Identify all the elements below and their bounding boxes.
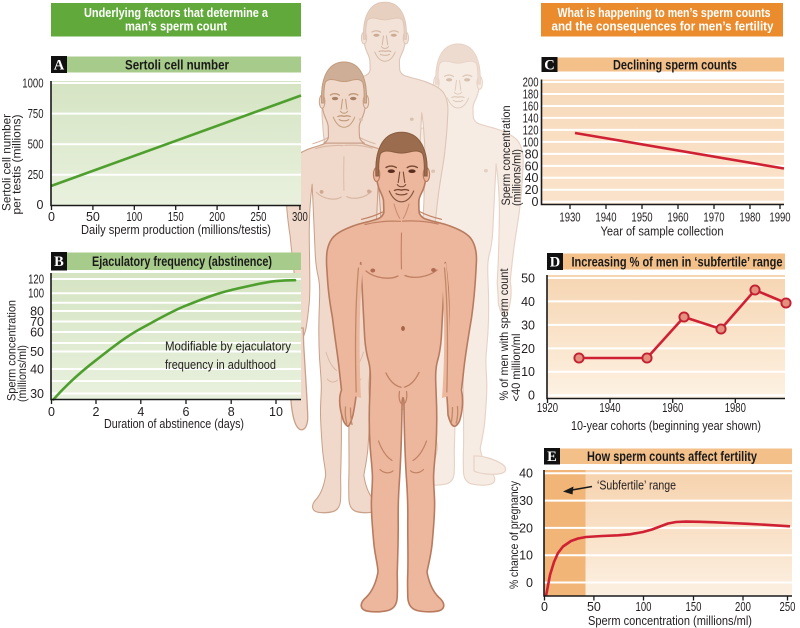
svg-text:1920: 1920 [537,401,558,415]
svg-text:20: 20 [521,342,535,356]
svg-text:40: 40 [521,295,535,309]
svg-text:1950: 1950 [631,211,652,225]
svg-text:C: C [544,58,554,74]
svg-text:200: 200 [209,210,225,224]
svg-text:Daily sperm production (millio: Daily sperm production (millions/testis) [81,223,271,237]
svg-text:50: 50 [521,271,535,285]
svg-text:0: 0 [37,198,44,212]
svg-text:0: 0 [532,195,539,209]
svg-text:1980: 1980 [725,401,746,415]
svg-text:120: 120 [28,272,44,286]
svg-text:30: 30 [519,494,533,508]
svg-text:150: 150 [168,210,184,224]
svg-text:160: 160 [523,99,539,113]
svg-text:200: 200 [523,75,539,89]
svg-text:1000: 1000 [22,76,43,90]
svg-text:4: 4 [137,405,144,419]
svg-text:120: 120 [523,123,539,137]
svg-text:Increasing % of men in ‘subfer: Increasing % of men in ‘subfertile’ rang… [572,255,783,270]
svg-text:500: 500 [28,138,44,152]
svg-text:E: E [547,449,557,465]
svg-text:0: 0 [48,405,55,419]
svg-text:Modifiable by ejaculatory: Modifiable by ejaculatory [165,340,292,354]
svg-text:% of men with sperm count: % of men with sperm count [497,268,511,401]
svg-text:30: 30 [521,318,535,332]
svg-text:frequency in adulthood: frequency in adulthood [165,358,276,372]
svg-text:100: 100 [636,600,652,614]
svg-text:and the consequences for men’s: and the consequences for men’s fertility [552,20,774,34]
svg-text:50: 50 [587,600,601,614]
svg-text:per testis (millions): per testis (millions) [9,115,23,215]
svg-text:0: 0 [541,600,548,614]
svg-text:Ejaculatory frequency (abstine: Ejaculatory frequency (abstinence) [92,254,272,269]
svg-text:man’s sperm count: man’s sperm count [125,20,228,34]
svg-text:10-year cohorts (beginning yea: 10-year cohorts (beginning year shown) [571,419,761,433]
svg-text:6: 6 [183,405,190,419]
svg-text:Sperm concentration (millions/: Sperm concentration (millions/ml) [588,614,752,628]
svg-text:(millions/ml): (millions/ml) [15,345,29,402]
svg-text:10: 10 [269,405,283,419]
svg-text:0: 0 [528,389,535,403]
svg-text:1960: 1960 [662,401,683,415]
svg-text:(millions/ml): (millions/ml) [509,149,523,206]
svg-text:250: 250 [28,168,44,182]
svg-text:100: 100 [28,287,44,301]
svg-text:% chance of pregnancy: % chance of pregnancy [507,481,521,589]
svg-text:What is happening to men’s spe: What is happening to men’s sperm counts [558,6,771,20]
svg-text:Year of sample collection: Year of sample collection [601,225,724,239]
svg-text:0: 0 [526,576,533,590]
svg-text:60: 60 [30,325,44,339]
svg-text:1970: 1970 [703,211,724,225]
svg-text:10: 10 [519,549,533,563]
svg-text:100: 100 [126,210,142,224]
svg-text:D: D [550,255,560,271]
svg-text:8: 8 [228,405,235,419]
svg-text:1960: 1960 [667,211,688,225]
svg-text:250: 250 [780,600,796,614]
svg-text:20: 20 [519,521,533,535]
svg-text:Sertoli cell number: Sertoli cell number [0,114,14,211]
svg-text:30: 30 [30,387,44,401]
svg-text:1990: 1990 [769,211,790,225]
svg-text:100: 100 [523,135,539,149]
svg-text:Sperm concentration: Sperm concentration [5,300,19,401]
svg-text:Declining sperm counts: Declining sperm counts [613,58,737,73]
svg-text:200: 200 [735,600,751,614]
svg-text:180: 180 [523,87,539,101]
svg-text:0: 0 [48,210,55,224]
svg-text:Sertoli cell number: Sertoli cell number [125,58,230,73]
svg-text:750: 750 [28,107,44,121]
svg-text:Duration of abstinence (days): Duration of abstinence (days) [104,417,244,431]
svg-text:<40 million/ml: <40 million/ml [509,334,523,402]
svg-text:Sperm concentration: Sperm concentration [499,106,513,206]
svg-text:B: B [54,254,64,270]
svg-text:250: 250 [251,210,267,224]
svg-text:A: A [54,58,65,74]
svg-text:10: 10 [521,365,535,379]
svg-text:Underlying factors that determ: Underlying factors that determine a [84,6,269,20]
svg-text:80: 80 [525,147,539,161]
svg-text:40: 40 [525,171,539,185]
svg-text:1930: 1930 [559,211,580,225]
svg-text:40: 40 [30,362,44,376]
svg-text:70: 70 [30,315,44,329]
svg-text:140: 140 [523,111,539,125]
svg-text:50: 50 [30,345,44,359]
svg-text:20: 20 [525,183,539,197]
svg-text:1980: 1980 [739,211,760,225]
svg-text:60: 60 [525,159,539,173]
svg-text:80: 80 [30,304,44,318]
svg-text:150: 150 [686,600,702,614]
svg-text:50: 50 [86,210,100,224]
svg-text:How sperm counts affect fertil: How sperm counts affect fertility [587,449,757,464]
svg-text:2: 2 [93,405,100,419]
svg-text:1940: 1940 [595,211,616,225]
svg-text:‘Subfertile’ range: ‘Subfertile’ range [597,479,676,493]
svg-text:1940: 1940 [599,401,620,415]
svg-text:300: 300 [292,210,308,224]
svg-text:40: 40 [519,467,533,481]
